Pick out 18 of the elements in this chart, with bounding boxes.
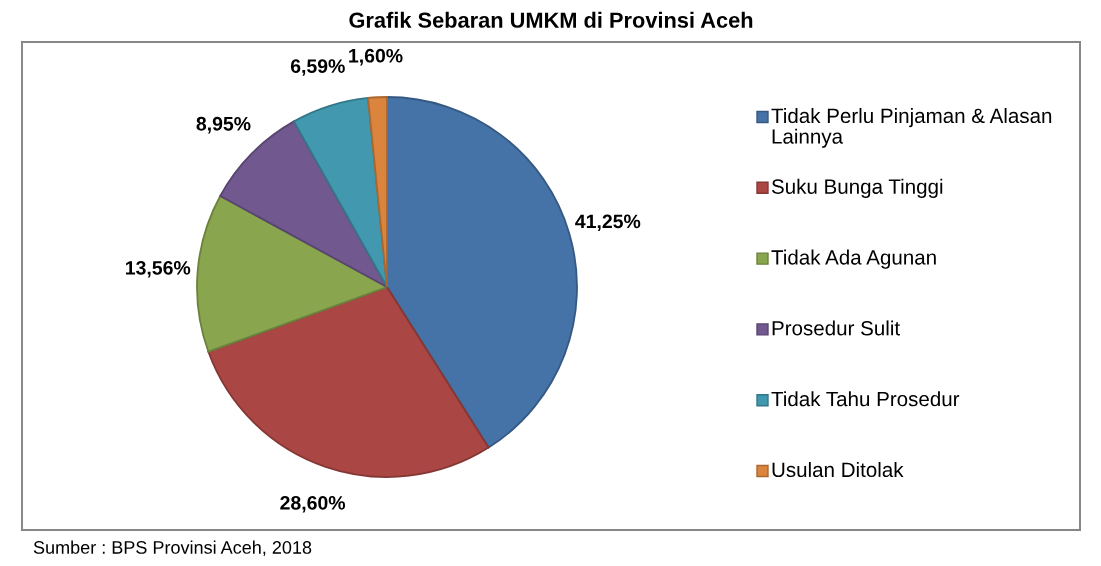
legend-label: Prosedur Sulit [772,320,900,336]
chart-title: Grafik Sebaran UMKM di Provinsi Aceh [349,11,753,28]
legend-label: Tidak Tahu Prosedur [771,391,960,407]
legend-label: Usulan Ditolak [772,462,904,478]
pie-slice [293,97,388,288]
data-label: 8,95% [196,116,251,134]
data-label: 28,60% [280,495,346,513]
pie-slice [367,96,388,288]
data-label: 41,25% [575,214,641,232]
legend-label: Tidak Ada Agunan [771,249,936,269]
text: Sumber : BPS Provinsi Aceh, 2018 [33,540,312,556]
data-label: 6,59% [290,59,345,76]
legend-label: Suku Bunga Tinggi [771,178,943,198]
data-label: 13,56% [126,260,191,278]
legend-label: Tidak Perlu Pinjaman & Alasan Lainnya [771,108,1052,148]
pie-slice [196,195,388,353]
data-label: 1,60% [349,48,403,66]
pie-slice [207,286,490,478]
